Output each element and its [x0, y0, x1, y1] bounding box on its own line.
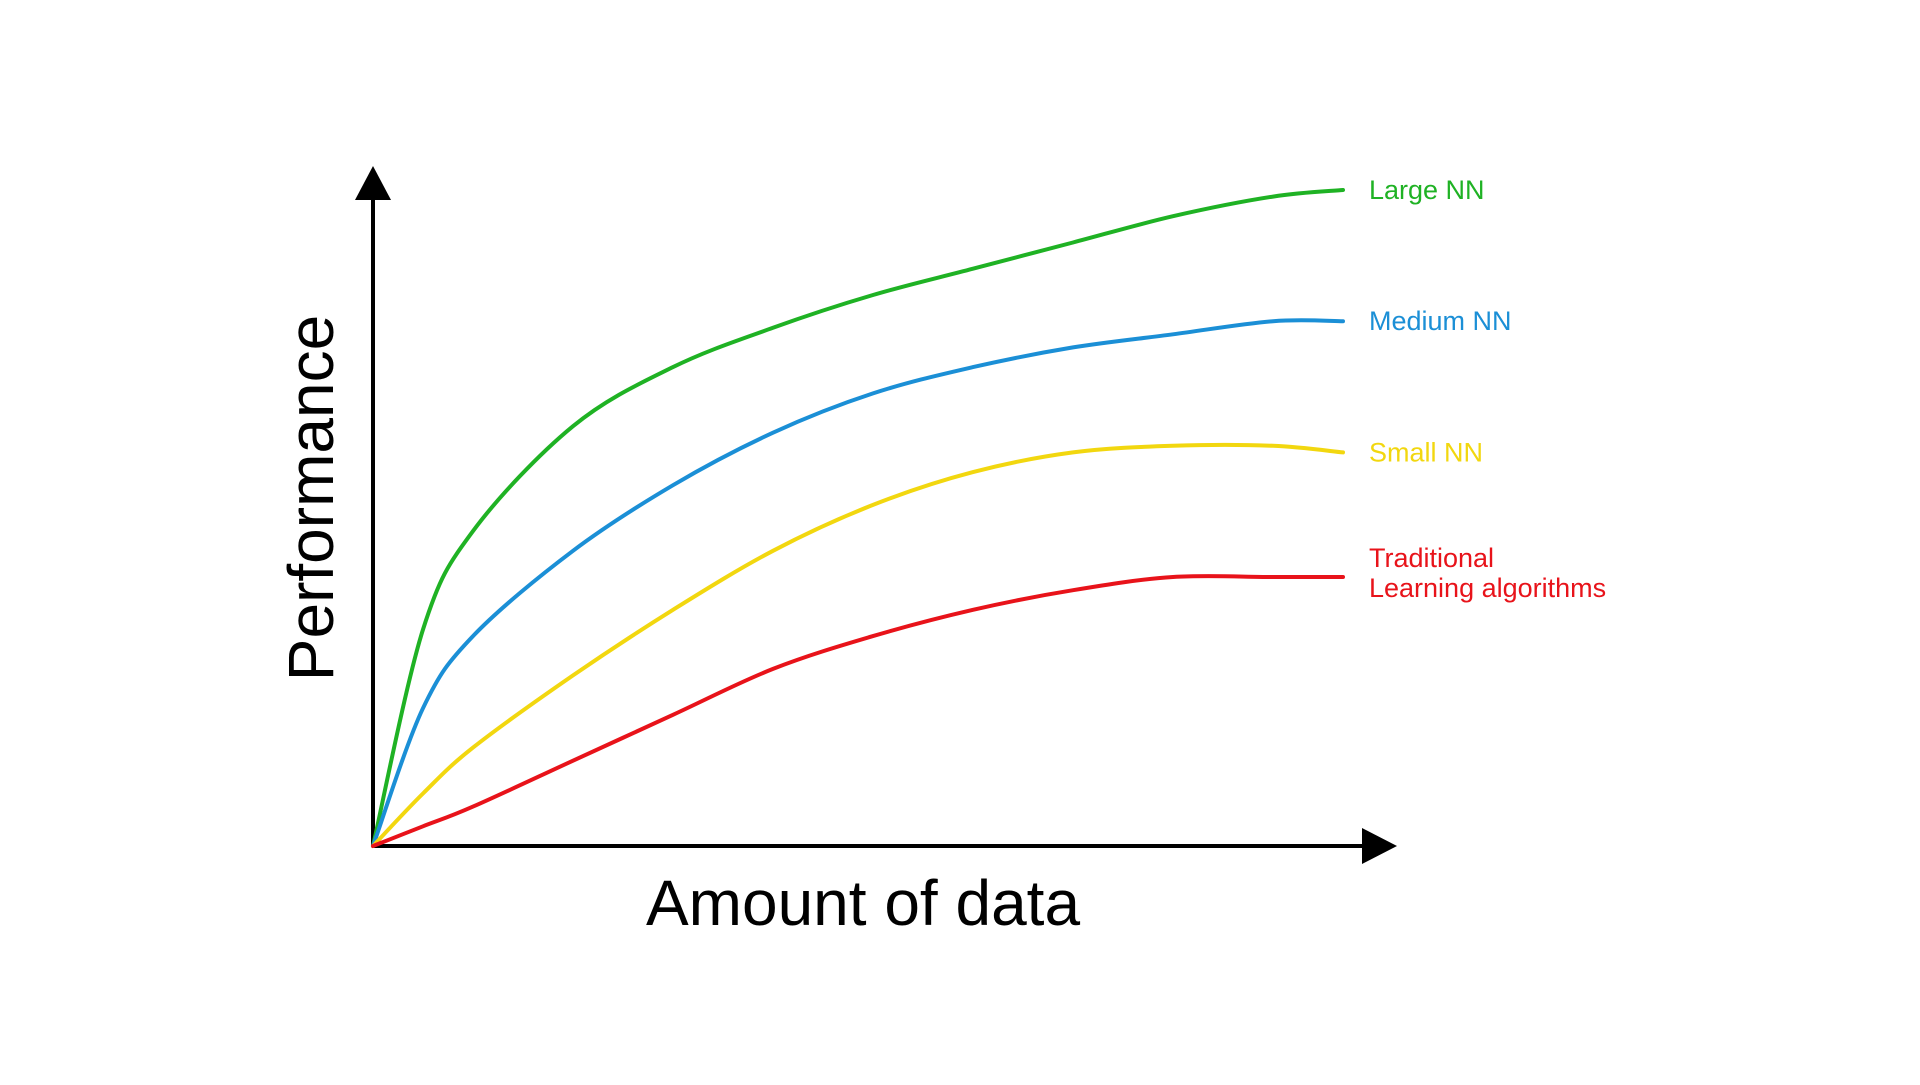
series-label-small-nn: Small NN — [1369, 437, 1483, 467]
series-label-layer: Large NN Medium NN Small NN Traditional Lear… — [1369, 175, 1606, 603]
y-axis-arrowhead — [355, 166, 391, 200]
x-axis-arrowhead — [1362, 828, 1397, 864]
series-label-line: Traditional — [1369, 543, 1494, 573]
series-line-large-nn — [371, 188, 1345, 848]
series-line-traditional-learning-algorithms — [371, 574, 1345, 848]
y-axis-title: Performance — [275, 315, 347, 681]
series-label-large-nn: Large NN — [1369, 175, 1485, 205]
series-label-line: Small NN — [1369, 437, 1483, 467]
series-label-traditional-learning-algorithms: Traditional Learning algorithms — [1369, 543, 1606, 603]
series-line-small-nn — [371, 442, 1345, 848]
series-layer — [371, 188, 1345, 848]
series-line-medium-nn — [371, 318, 1345, 848]
series-label-medium-nn: Medium NN — [1369, 306, 1512, 336]
series-label-line: Medium NN — [1369, 306, 1512, 336]
series-label-line: Large NN — [1369, 175, 1485, 205]
series-label-line: Learning algorithms — [1369, 573, 1606, 603]
x-axis-title: Amount of data — [646, 867, 1080, 939]
